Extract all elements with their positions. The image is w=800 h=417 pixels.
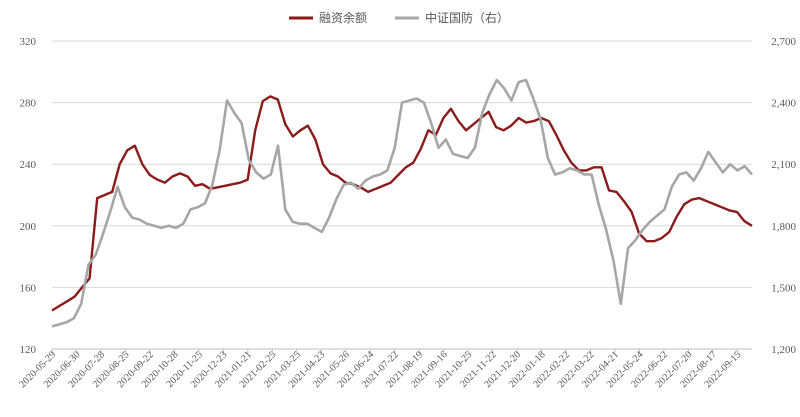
series-line-defense-index [51, 78, 753, 328]
y-left-tick-label: 120 [20, 344, 37, 356]
y-left-tick-label: 160 [20, 282, 37, 294]
legend-label-defense-index: 中证国防（右） [425, 10, 509, 25]
y-left-tick-label: 320 [20, 36, 37, 48]
y-right-tick-label: 1,200 [771, 344, 796, 356]
y-left-tick-label: 240 [20, 159, 37, 171]
y-right-tick-label: 1,800 [771, 221, 796, 233]
y-left-tick-label: 280 [20, 98, 37, 110]
y-right-tick-label: 2,400 [771, 98, 796, 110]
left-y-axis: 120 160 200 240 280 320 [20, 36, 37, 356]
legend-label-margin-balance: 融资余额 [319, 10, 367, 25]
y-left-tick-label: 200 [20, 221, 37, 233]
y-right-tick-label: 2,700 [771, 36, 796, 48]
series-line-margin-balance [51, 95, 753, 312]
series-lines [51, 78, 753, 328]
x-axis: 2020-05-292020-06-302020-07-282020-08-25… [17, 348, 752, 390]
legend: 融资余额 中证国防（右） [289, 10, 509, 25]
y-right-tick-label: 2,100 [771, 159, 796, 171]
grid-lines [52, 40, 752, 288]
y-right-tick-label: 1,500 [771, 282, 796, 294]
right-y-axis: 1,200 1,500 1,800 2,100 2,400 2,700 [771, 36, 796, 356]
